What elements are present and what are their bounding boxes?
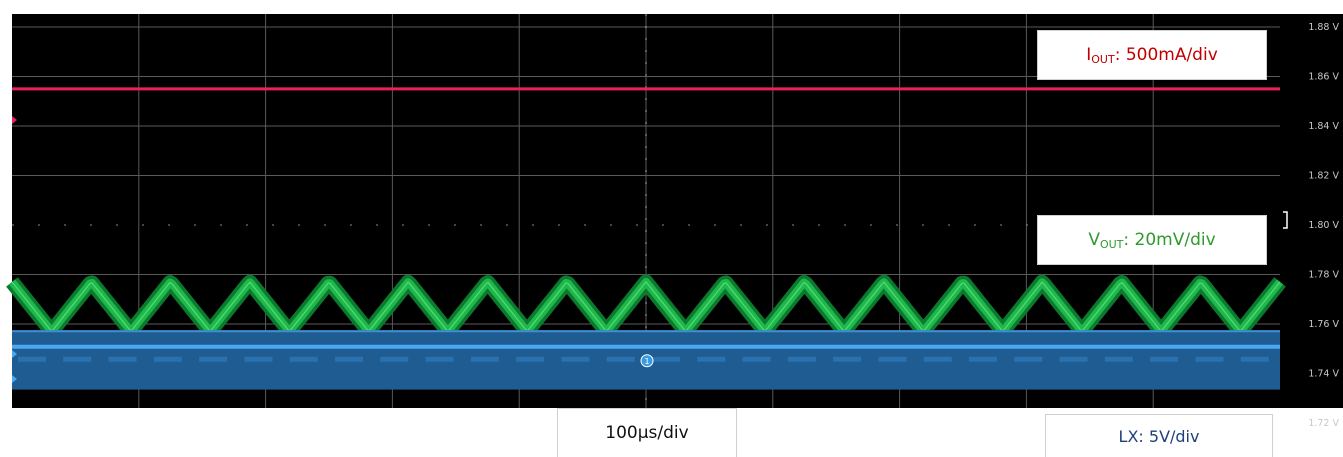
- lx-trace-stripe: [561, 356, 590, 362]
- lx-trace-stripe: [289, 356, 318, 362]
- lx-channel-marker: [640, 354, 654, 368]
- lx-trace-stripe: [1240, 356, 1269, 362]
- lx-trace-stripe: [1150, 356, 1179, 362]
- vout-scale-label: V OUT: 20mV/div: [1037, 215, 1267, 265]
- lx-trace-stripe: [1104, 356, 1133, 362]
- lx-trace-stripe: [335, 356, 363, 362]
- lx-trace-stripe: [244, 356, 273, 362]
- lx-trace-stripe: [63, 356, 92, 362]
- y-tick-label: 1.76 V: [1308, 319, 1339, 330]
- time-scale-label: 100µs/div: [557, 408, 737, 457]
- y-tick-label: 1.84 V: [1308, 121, 1339, 132]
- lx-trace-stripe: [199, 356, 228, 362]
- lx-trace-stripe: [697, 356, 726, 362]
- y-tick-label: 1.78 V: [1308, 270, 1339, 281]
- y-tick-label: 1.86 V: [1308, 72, 1339, 83]
- y-tick-label: 1.80 V: [1308, 220, 1339, 231]
- lx-channel-marker-label: 1: [644, 357, 649, 366]
- lx-trace-stripe: [878, 356, 907, 362]
- lx-trace-stripe: [153, 356, 182, 362]
- lx-trace-stripe: [833, 356, 862, 362]
- iout-subscript: OUT: [1091, 52, 1115, 66]
- channel-markers: 1: [12, 116, 1288, 383]
- y-tick-label: 1.72 V: [1308, 418, 1339, 429]
- lx-trace-stripe: [787, 356, 816, 362]
- lx-scale-label: LX: 5V/div: [1045, 414, 1273, 457]
- lx-trace-stripe: [606, 356, 635, 362]
- lx-trace-stripe: [923, 356, 952, 362]
- lx-trace-stripe: [652, 356, 680, 362]
- y-axis-ticks: 1.88 V 1.86 V 1.84 V 1.82 V 1.80 V 1.78 V 1.76…: [1308, 22, 1339, 429]
- vout-trace-core: [11, 280, 1281, 333]
- lx-offset-marker: [12, 350, 17, 358]
- lx-trace-stripe: [425, 356, 454, 362]
- y-tick-label: 1.88 V: [1308, 22, 1339, 33]
- lx-trace-stripe: [380, 356, 409, 362]
- lx-trace-stripe: [1195, 356, 1224, 362]
- iout-symbol: I: [1086, 45, 1092, 65]
- iout-channel-marker: [12, 116, 17, 124]
- lx-trace-stripe: [1014, 356, 1043, 362]
- lx-trace-stripe: [969, 356, 997, 362]
- lx-trace-stripe: [108, 356, 137, 362]
- iout-scale-label: I OUT: 500mA/div: [1037, 30, 1267, 80]
- y-tick-label: 1.82 V: [1308, 171, 1339, 182]
- vout-subscript: OUT: [1099, 237, 1124, 251]
- lx-trigger-marker: [12, 375, 17, 383]
- vout-scale: : 20mV/div: [1123, 230, 1216, 250]
- lx-trace-stripe: [18, 356, 46, 362]
- lx-trace-stripe: [516, 356, 545, 362]
- lx-trace-stripe: [742, 356, 771, 362]
- trigger-level-marker: [1283, 211, 1288, 229]
- vout-symbol: V: [1088, 230, 1100, 250]
- lx-scale-text: LX: 5V/div: [1118, 426, 1200, 446]
- y-axis-panel: [1280, 14, 1343, 408]
- lx-trace-stripe: [1059, 356, 1088, 362]
- lx-trace-stripe: [470, 356, 499, 362]
- iout-scale: : 500mA/div: [1114, 45, 1218, 65]
- y-tick-label: 1.74 V: [1308, 369, 1339, 380]
- time-scale-text: 100µs/div: [605, 423, 689, 443]
